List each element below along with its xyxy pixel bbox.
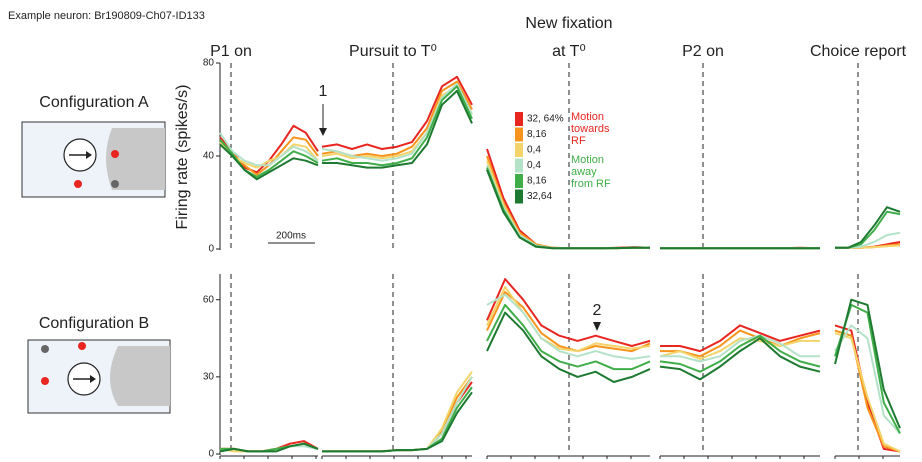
epoch-title: P2 on [682, 43, 724, 60]
y-tick-label: 0 [208, 449, 214, 460]
legend-swatch [515, 112, 523, 126]
trace [220, 442, 319, 453]
trace [834, 298, 901, 429]
neuron-note: Example neuron: Br190809-Ch07-ID133 [8, 10, 205, 22]
scale-bar-label: 200ms [276, 231, 306, 242]
legend-label: 32,64 [527, 191, 552, 202]
legend-label: 8,16 [527, 176, 547, 187]
trace [486, 311, 651, 383]
epoch-title: at T⁰ [552, 43, 586, 60]
trace [659, 337, 821, 381]
legend-swatch [515, 143, 523, 157]
legend-swatch [515, 174, 523, 188]
trace [322, 391, 473, 453]
trace [834, 324, 901, 453]
annotation-arrow [593, 322, 601, 331]
y-tick-label: 0 [208, 244, 214, 255]
config-b-icon [27, 339, 171, 414]
legend-group-label: away [571, 166, 597, 178]
trace [322, 376, 473, 453]
epoch-title: New fixation [525, 15, 612, 32]
y-tick-label: 40 [203, 151, 215, 162]
y-tick-label: 60 [203, 294, 215, 305]
legend-swatch [515, 127, 523, 142]
trace [486, 285, 651, 353]
trace [219, 139, 319, 178]
trace [659, 337, 820, 360]
legend-group-label: from RF [571, 178, 611, 190]
y-axis-label: Firing rate (spikes/s) [174, 85, 191, 230]
legend-label: 0,4 [527, 160, 541, 171]
trace [321, 85, 473, 167]
trace [834, 329, 901, 453]
legend-label: 32, 64% [527, 114, 564, 125]
legend-group-label: Motion [571, 111, 604, 123]
trace [486, 278, 651, 347]
epoch-title: P1 on [210, 43, 252, 60]
trace [219, 442, 319, 453]
legend-group-label: towards [571, 123, 610, 135]
legend-label: 0,4 [527, 145, 541, 156]
trace [219, 143, 319, 181]
config-a-icon [21, 121, 166, 198]
trace [659, 334, 821, 373]
trace [486, 303, 651, 371]
trace [322, 89, 473, 169]
row-label: Configuration B [39, 315, 149, 332]
trace [834, 332, 901, 453]
annotation: 1 [319, 83, 328, 100]
annotation: 2 [593, 302, 602, 319]
legend-group-label: RF [571, 135, 586, 147]
legend-swatch [515, 189, 523, 204]
epoch-title: Choice report [810, 43, 907, 60]
epoch-title: Pursuit to T⁰ [349, 43, 437, 60]
trace [835, 210, 901, 249]
trace [486, 169, 650, 250]
trace [321, 82, 473, 162]
trace [835, 206, 901, 249]
trace [486, 293, 651, 360]
trace [322, 371, 473, 453]
y-tick-label: 80 [203, 58, 215, 69]
trace [660, 324, 821, 353]
row-label: Configuration A [39, 94, 149, 111]
annotation-arrow [319, 128, 327, 136]
legend-swatch [515, 158, 523, 173]
trace [321, 75, 473, 150]
legend-label: 8,16 [527, 129, 547, 140]
trace [219, 132, 319, 167]
trace [660, 334, 820, 363]
y-tick-label: 30 [203, 371, 215, 382]
trace [834, 324, 901, 435]
legend-group-label: Motion [571, 154, 604, 166]
